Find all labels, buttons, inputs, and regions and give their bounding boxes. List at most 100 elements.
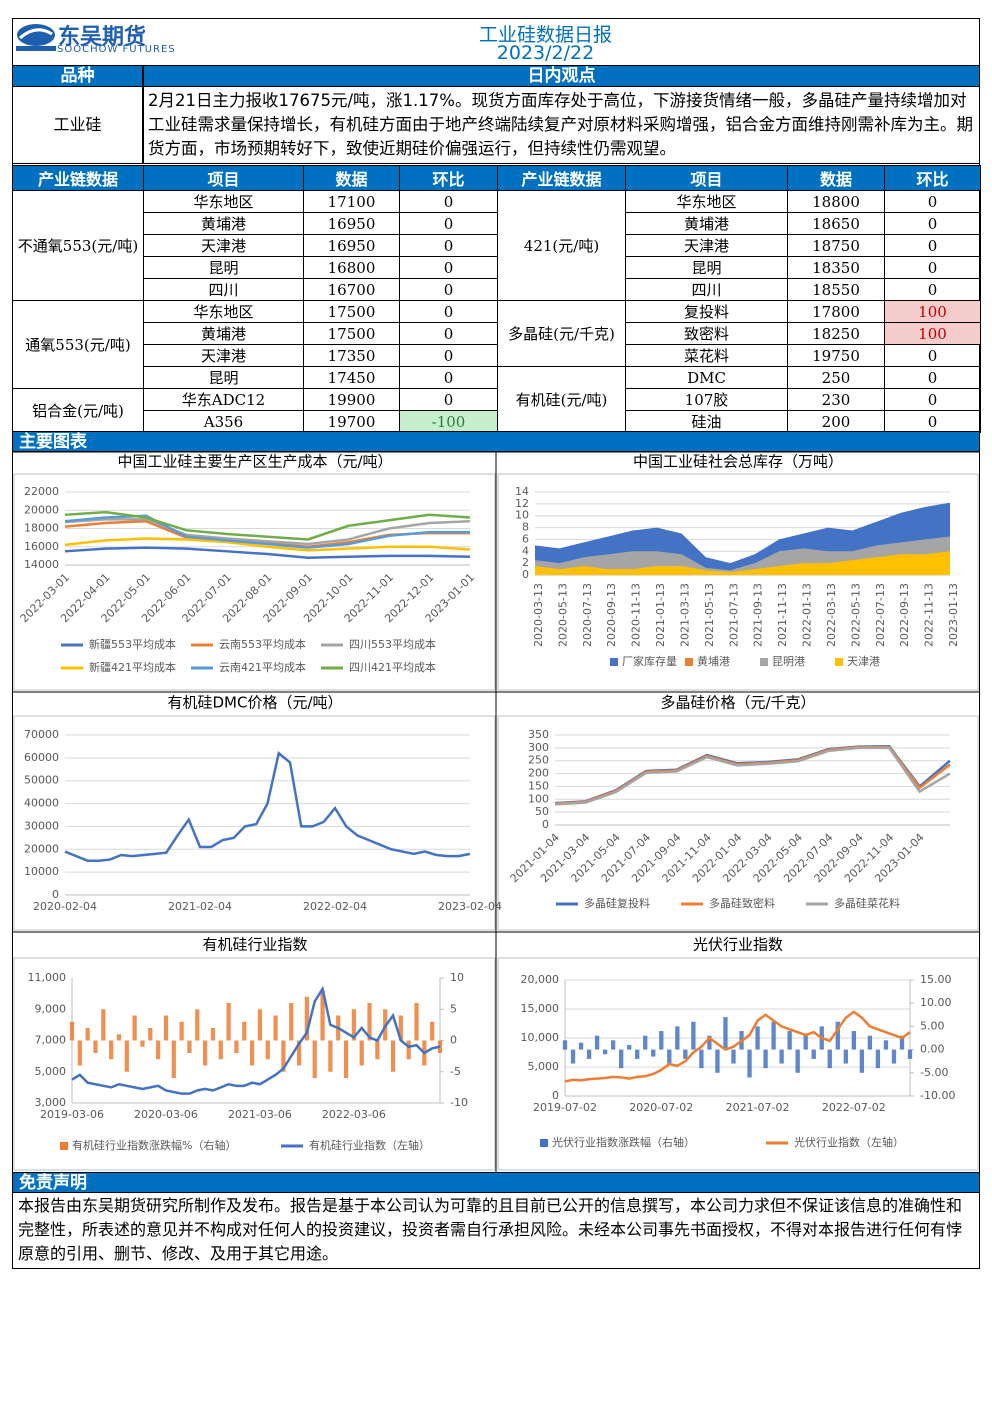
line (64, 518, 471, 546)
bar (93, 1040, 98, 1053)
y-tick-label: 4 (522, 544, 529, 557)
bar (116, 1034, 122, 1041)
bar (179, 1021, 184, 1041)
legend-label: 多晶硅致密料 (709, 896, 775, 910)
logo-emblem (16, 24, 56, 51)
y-tick-label: 11,000 (28, 971, 67, 984)
legend-swatch (610, 658, 618, 666)
x-tick-label: 2019-07-02 (533, 1101, 597, 1114)
table-row: 天津港 17350 0 菜花料 19750 0 (13, 344, 981, 367)
table-cell: A356 (143, 410, 304, 433)
x-tick-label: 2021-01-13 (654, 583, 667, 647)
legend-label: 多晶硅菜花料 (834, 896, 900, 910)
bar (899, 1035, 905, 1050)
y2-tick-label: 15.00 (920, 973, 952, 986)
x-tick-label: 2021-05-13 (703, 583, 716, 647)
y-tick-label: 40000 (24, 797, 59, 810)
x-tick-label: 2022-03-13 (825, 583, 838, 647)
table-cell: 16950 (303, 212, 400, 235)
bar (430, 1021, 435, 1041)
table-cell: 17500 (303, 300, 400, 323)
table-cell: DMC (625, 366, 788, 389)
table-cell: 17500 (303, 322, 400, 345)
date: 2023/2/22 (496, 42, 595, 64)
y2-tick-label: -10.00 (920, 1089, 955, 1102)
bar (787, 1031, 792, 1050)
line (554, 746, 951, 806)
y-tick-label: 350 (528, 728, 549, 741)
x-tick-label: 2022-07-13 (874, 583, 887, 647)
y2-tick-label: 10 (450, 971, 464, 984)
bar (610, 1040, 616, 1050)
legend-swatch (540, 1139, 548, 1147)
chart-title: 光伏行业指数 (693, 936, 783, 954)
y2-tick-label: 0.00 (920, 1043, 945, 1056)
table-cell: 17100 (303, 190, 400, 213)
legend-label: 四川553平均成本 (349, 637, 436, 651)
bar (375, 1040, 380, 1060)
bar (835, 1021, 840, 1050)
bar (763, 1049, 768, 1069)
table-header: 项目 (143, 165, 304, 191)
bar (109, 1040, 114, 1060)
table-cell: 100 (884, 322, 981, 345)
y2-tick-label: 10.00 (920, 996, 952, 1009)
group-cell: 有机硅(元/吨) (497, 366, 626, 433)
bar (795, 1049, 800, 1073)
bar (578, 1042, 584, 1050)
y-tick-label: 9,000 (35, 1002, 67, 1015)
bar (731, 1049, 736, 1064)
x-tick-label: 2021-07-02 (726, 1101, 790, 1114)
chart-title: 有机硅DMC价格（元/吨） (167, 694, 342, 712)
legend-label: 厂家库存量 (622, 654, 677, 668)
line (554, 745, 951, 805)
table-row: 黄埔港 16950 0 黄埔港 18650 0 (13, 212, 981, 235)
x-tick-label: 2021-03-06 (228, 1108, 292, 1121)
bar (202, 1040, 208, 1066)
bar (843, 1049, 848, 1064)
y-tick-label: 2 (522, 556, 529, 569)
y-tick-label: 20,000 (521, 973, 560, 986)
bar (570, 1049, 576, 1064)
bar (803, 1035, 808, 1050)
legend-label: 新疆553平均成本 (89, 637, 176, 651)
legend-swatch (835, 658, 843, 666)
legend-swatch (60, 1142, 68, 1150)
bar (367, 1003, 372, 1041)
bar (659, 1031, 664, 1050)
line (71, 985, 441, 1095)
chart-title: 中国工业硅社会总库存（万吨） (633, 453, 843, 471)
x-tick-label: 2021-09-13 (752, 583, 765, 647)
bar (234, 1040, 239, 1053)
y-tick-label: 50000 (24, 774, 59, 787)
y-tick-label: 5,000 (35, 1065, 67, 1078)
bar (257, 1009, 263, 1041)
x-tick-label: 2020-03-13 (532, 583, 545, 647)
bar (265, 1040, 270, 1060)
legend-label: 多晶硅复投料 (584, 896, 650, 910)
x-tick-label: 2023-01-13 (947, 583, 960, 647)
x-tick-label: 2022-03-06 (322, 1108, 386, 1121)
bar (667, 1049, 672, 1064)
y-tick-label: 10000 (24, 865, 59, 878)
table-cell: 17450 (303, 366, 400, 389)
bar (85, 1028, 90, 1041)
view-text: 2月21日主力报收17675元/吨，涨1.17%。现货方面库存处于高位，下游接货… (143, 86, 980, 164)
bar (602, 1049, 608, 1055)
x-tick-label: 2020-11-13 (630, 583, 643, 647)
x-tick-label: 2019-03-06 (40, 1108, 104, 1121)
x-tick-label: 2020-07-13 (581, 583, 594, 647)
legend-label: 光伏行业指数涨跌幅（右轴） (552, 1135, 695, 1149)
table-header: 数据 (303, 165, 400, 191)
bar (851, 1031, 856, 1050)
legend-label: 昆明港 (772, 655, 805, 668)
table-cell: 19900 (303, 388, 400, 411)
bar (771, 1021, 776, 1050)
bar (351, 1009, 356, 1041)
bar (715, 1049, 720, 1073)
bar (883, 1040, 889, 1050)
bar (140, 1040, 145, 1047)
y-tick-label: 7,000 (35, 1034, 67, 1047)
bar (827, 1049, 832, 1069)
